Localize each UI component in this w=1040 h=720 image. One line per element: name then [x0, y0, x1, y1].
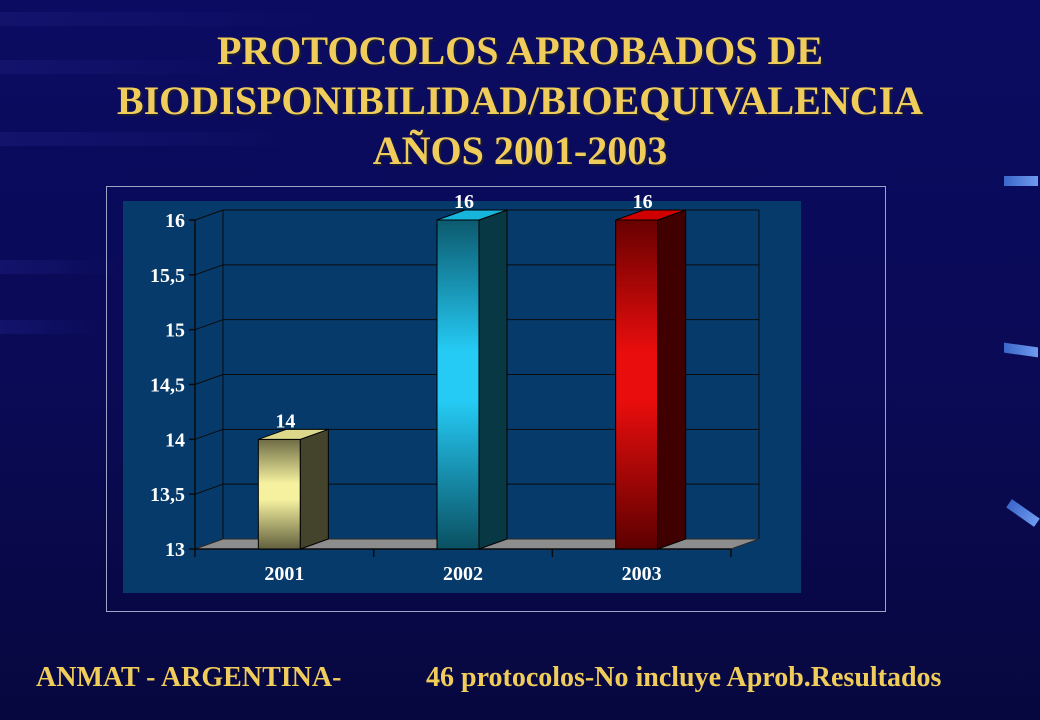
- background-stripe: [0, 320, 100, 334]
- y-tick-label: 13: [165, 539, 185, 561]
- data-label-2001: 14: [275, 410, 295, 432]
- title-line-2: BIODISPONIBILIDAD/BIOEQUIVALENCIA: [116, 78, 924, 123]
- slide-title: PROTOCOLOS APROBADOS DE BIODISPONIBILIDA…: [0, 26, 1040, 176]
- bar-side-2003: [657, 209, 687, 550]
- chart-frame: 13 13,5 14 14,5 15 15,5 16 14 2001 16 2002 16 2003: [106, 186, 886, 612]
- background-stripe: [0, 60, 250, 74]
- x-tick-label: 2003: [622, 563, 662, 585]
- decorative-accent: [1004, 176, 1038, 186]
- x-tick-label: 2002: [443, 563, 483, 585]
- bar-side-2001: [299, 428, 329, 550]
- background-stripe: [0, 132, 300, 146]
- footer-note: 46 protocolos-No incluye Aprob.Resultado…: [426, 662, 942, 693]
- footer: ANMAT - ARGENTINA- 46 protocolos-No inclu…: [36, 661, 1026, 695]
- gridline-side: [194, 483, 224, 495]
- gridline-side: [194, 264, 224, 276]
- bar-side-2002: [478, 209, 508, 550]
- bar-top-2003: [615, 209, 686, 221]
- y-tick-label: 13,5: [150, 484, 185, 506]
- bar-2003: [615, 219, 659, 550]
- y-tick-label: 16: [165, 210, 185, 232]
- gridline-side: [194, 209, 224, 221]
- gridline-side: [194, 374, 224, 385]
- bar-top-2002: [436, 209, 508, 221]
- y-tick-label: 14,5: [150, 375, 185, 397]
- background-stripe: [0, 12, 330, 26]
- decorative-accent: [1004, 342, 1038, 358]
- gridline-side: [194, 319, 224, 331]
- title-line-1: PROTOCOLOS APROBADOS DE: [216, 28, 824, 73]
- decorative-accent: [1006, 499, 1040, 527]
- y-tick-label: 15,5: [150, 265, 185, 287]
- bar-chart: 13 13,5 14 14,5 15 15,5 16 14 2001 16 2002 16 2003: [123, 191, 801, 593]
- background-stripe: [0, 260, 120, 274]
- data-label-2002: 16: [454, 191, 474, 213]
- bar-2001: [257, 438, 301, 550]
- footer-source: ANMAT - ARGENTINA-: [36, 662, 342, 693]
- gridline-side: [194, 428, 224, 440]
- title-line-3: AÑOS 2001-2003: [372, 128, 668, 173]
- bar-top-2001: [258, 428, 329, 440]
- bar-2002: [436, 219, 480, 550]
- y-tick-label: 14: [165, 429, 185, 451]
- y-tick-label: 15: [165, 320, 185, 342]
- x-tick-label: 2001: [264, 563, 304, 585]
- data-label-2003: 16: [633, 191, 653, 213]
